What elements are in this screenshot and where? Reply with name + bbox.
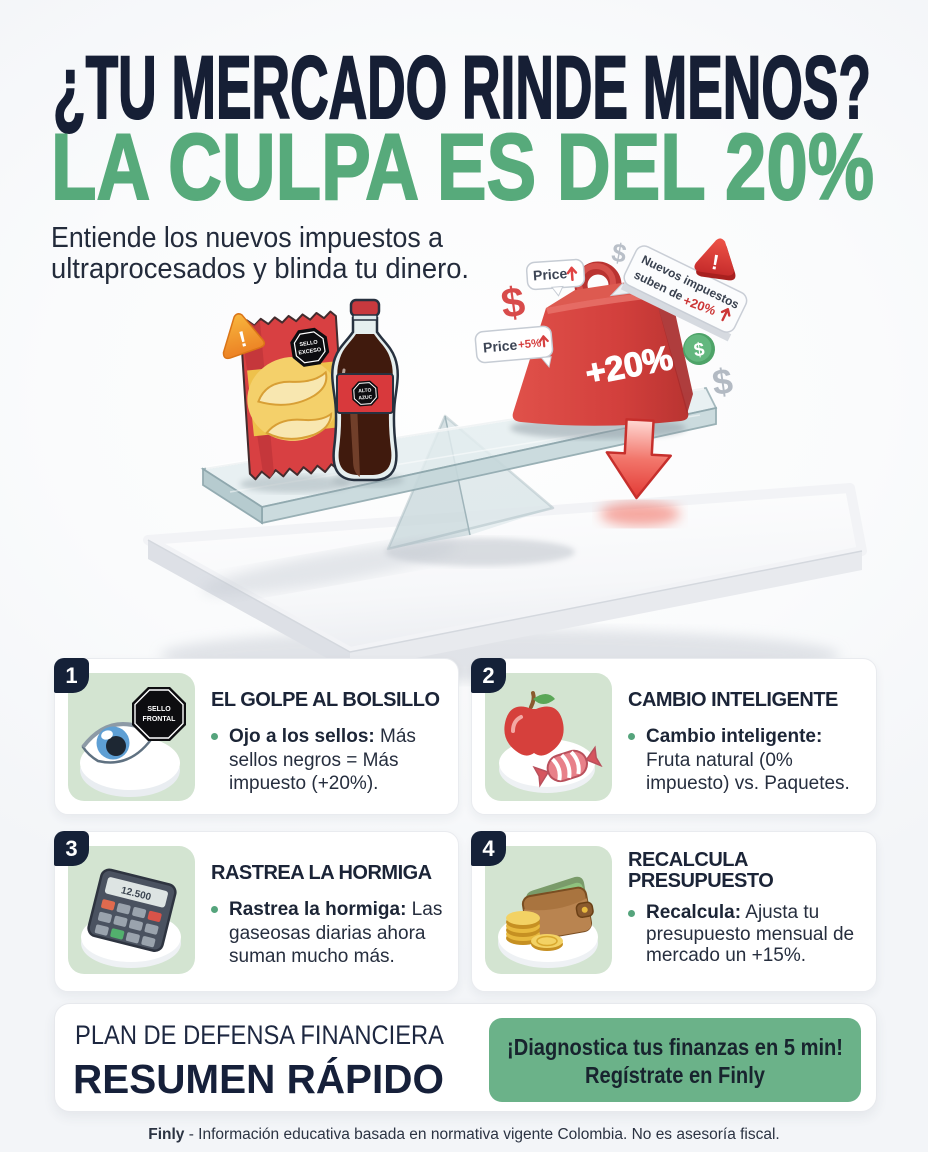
- svg-text:Entiende los nuevos impuestos: Entiende los nuevos impuestos a: [51, 222, 444, 254]
- svg-text:$: $: [710, 360, 736, 403]
- svg-text:Price: Price: [532, 265, 567, 283]
- svg-text:¡Diagnostica tus finanzas en 5: ¡Diagnostica tus finanzas en 5 min!: [507, 1034, 843, 1060]
- svg-text:EXCESO: EXCESO: [298, 347, 322, 357]
- svg-text:Price: Price: [482, 337, 518, 356]
- svg-text:LA CULPA ES DEL 20%: LA CULPA ES DEL 20%: [51, 114, 874, 219]
- svg-text:ALTO: ALTO: [358, 388, 372, 395]
- svg-text:Regístrate en Finly: Regístrate en Finly: [585, 1062, 765, 1088]
- svg-text:RESUMEN RÁPIDO: RESUMEN RÁPIDO: [73, 1056, 444, 1102]
- svg-text:$: $: [609, 237, 629, 269]
- svg-text:+5%: +5%: [518, 338, 542, 352]
- svg-text:¿TU MERCADO RINDE MENOS?: ¿TU MERCADO RINDE MENOS?: [53, 37, 871, 137]
- svg-text:ultraprocesados y blinda tu di: ultraprocesados y blinda tu dinero.: [51, 253, 469, 285]
- svg-text:SELLO: SELLO: [147, 706, 171, 713]
- svg-text:!: !: [710, 251, 721, 275]
- svg-text:PLAN DE DEFENSA FINANCIERA: PLAN DE DEFENSA FINANCIERA: [75, 1020, 444, 1050]
- svg-text:AZUC: AZUC: [358, 394, 373, 401]
- svg-text:FRONTAL: FRONTAL: [143, 716, 177, 723]
- svg-text:$: $: [693, 339, 707, 361]
- svg-text:SELLO: SELLO: [299, 339, 319, 348]
